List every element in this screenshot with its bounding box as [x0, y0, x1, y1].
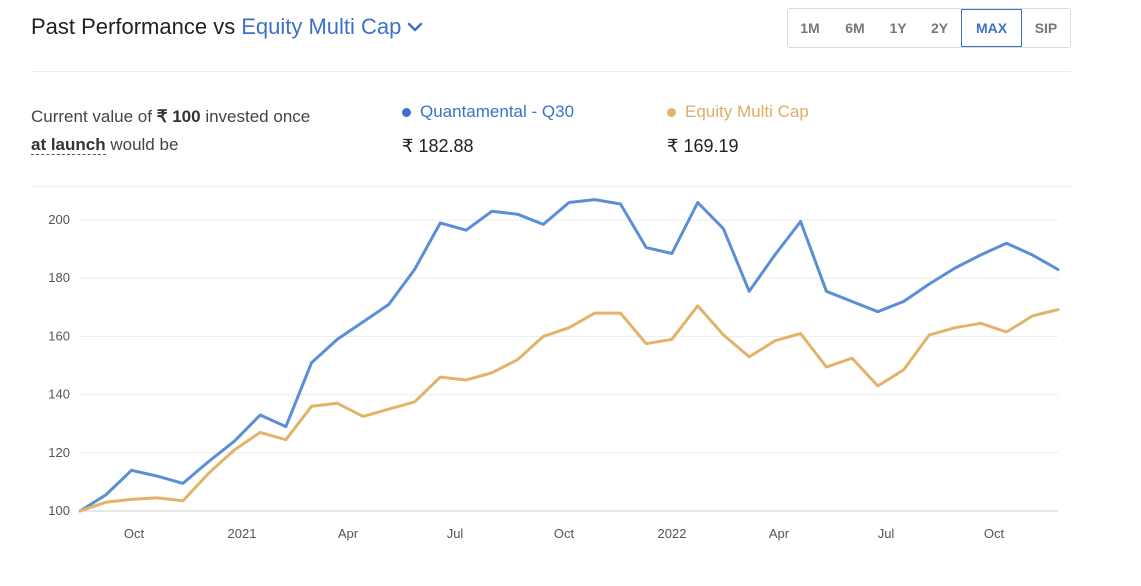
tab-1m[interactable]: 1M — [800, 20, 820, 36]
tab-2y[interactable]: 2Y — [930, 20, 949, 36]
tab-sip[interactable]: SIP — [1034, 20, 1058, 36]
y-tick-label: 180 — [48, 270, 70, 285]
current-value-line-2: at launch would be — [31, 131, 310, 159]
at-launch-link[interactable]: at launch — [31, 135, 106, 155]
y-tick-label: 160 — [48, 328, 70, 343]
tab-max[interactable]: MAX — [961, 9, 1022, 47]
would-be-text: would be — [105, 135, 179, 154]
category-series-line — [78, 304, 1060, 513]
y-tick-label: 120 — [48, 445, 70, 460]
x-tick-label: 2021 — [228, 526, 257, 541]
y-tick-label: 100 — [48, 503, 70, 518]
page-title: Past Performance vs Equity Multi Cap — [31, 14, 423, 40]
chevron-down-icon — [408, 22, 423, 32]
compare-selector[interactable]: Equity Multi Cap — [241, 14, 423, 40]
current-value-description: Current value of ₹ 100 invested once at … — [31, 103, 310, 159]
divider — [31, 71, 1071, 72]
period-tabs: 1M 6M 1Y 2Y MAX SIP — [787, 8, 1071, 48]
tab-6m[interactable]: 6M — [845, 20, 865, 36]
legend-category: Equity Multi Cap — [667, 102, 809, 122]
x-tick-label: Jul — [447, 526, 464, 541]
invested-amount: ₹ 100 — [156, 107, 201, 126]
y-tick-label: 200 — [48, 212, 70, 227]
fund-dot-icon — [402, 107, 411, 117]
x-tick-label: Oct — [554, 526, 575, 541]
fund-series-line — [78, 198, 1060, 513]
legend-fund-label: Quantamental - Q30 — [420, 102, 575, 121]
x-tick-label: Oct — [984, 526, 1005, 541]
x-tick-label: Jul — [878, 526, 895, 541]
legend-category-label: Equity Multi Cap — [685, 102, 809, 121]
current-value-line-1: Current value of ₹ 100 invested once — [31, 103, 310, 131]
divider — [31, 186, 1071, 187]
x-tick-label: Apr — [769, 526, 790, 541]
compare-selection-label: Equity Multi Cap — [241, 14, 402, 39]
current-value-suffix: invested once — [200, 107, 311, 126]
x-tick-label: Oct — [124, 526, 145, 541]
category-dot-icon — [667, 107, 676, 117]
y-tick-label: 140 — [48, 387, 70, 402]
x-tick-label: 2022 — [658, 526, 687, 541]
legend-fund: Quantamental - Q30 — [402, 102, 574, 122]
fund-value: ₹ 182.88 — [402, 136, 474, 156]
tab-1y[interactable]: 1Y — [889, 20, 907, 36]
current-value-prefix: Current value of — [31, 107, 157, 126]
title-prefix: Past Performance vs — [31, 14, 236, 39]
x-tick-label: Apr — [338, 526, 359, 541]
category-value: ₹ 169.19 — [667, 136, 739, 156]
